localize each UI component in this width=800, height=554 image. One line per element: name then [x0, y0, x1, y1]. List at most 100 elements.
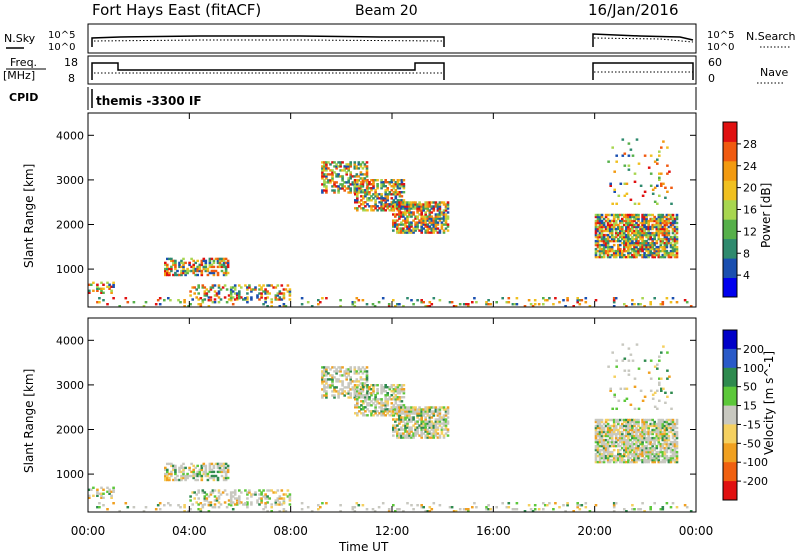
data-cell	[645, 424, 648, 428]
data-cell	[657, 229, 661, 233]
data-cell	[424, 422, 427, 425]
data-cell	[394, 390, 398, 393]
data-cell	[653, 430, 656, 434]
data-cell	[410, 223, 413, 226]
data-cell	[400, 426, 403, 429]
data-cell	[612, 420, 616, 424]
freq-panel: Freq. [MHz] 18 8 60 0 Nave	[3, 55, 788, 85]
data-cell	[663, 452, 667, 456]
data-cell	[406, 434, 409, 437]
data-cell	[649, 241, 652, 245]
data-cell	[602, 458, 606, 462]
data-cell	[410, 426, 413, 429]
data-cell	[647, 432, 650, 436]
data-cell	[392, 223, 395, 226]
data-cell	[442, 422, 446, 425]
data-cell	[282, 292, 286, 295]
data-cell	[270, 503, 273, 506]
data-cell	[246, 501, 249, 504]
data-cell	[398, 191, 402, 194]
data-cell	[362, 195, 365, 198]
data-cell	[645, 231, 648, 235]
data-cell	[629, 219, 632, 223]
data-cell	[611, 202, 614, 205]
data-cell	[430, 434, 434, 437]
data-cell	[177, 504, 180, 507]
data-cell	[219, 503, 223, 506]
data-cell	[235, 502, 239, 505]
data-cell	[671, 221, 675, 225]
data-cell	[625, 397, 629, 400]
data-cell	[641, 213, 644, 217]
data-cell	[637, 440, 640, 444]
data-cell	[370, 209, 373, 212]
data-cell	[629, 438, 632, 442]
data-cell	[635, 239, 638, 243]
data-cell	[398, 384, 402, 387]
data-cell	[390, 189, 394, 192]
data-cell	[321, 370, 324, 373]
data-cell	[668, 170, 671, 173]
data-cell	[631, 154, 635, 157]
data-cell	[651, 436, 654, 440]
data-cell	[653, 223, 656, 227]
data-cell	[633, 213, 636, 217]
data-cell	[446, 406, 450, 409]
data-cell	[671, 450, 675, 454]
data-cell	[408, 215, 411, 218]
data-cell	[623, 237, 626, 241]
data-cell	[166, 474, 169, 478]
data-cell	[651, 223, 654, 227]
data-cell	[647, 430, 650, 434]
data-cell	[355, 297, 359, 300]
data-cell	[617, 428, 620, 432]
data-cell	[420, 229, 423, 232]
data-cell	[390, 179, 394, 182]
data-cell	[190, 265, 193, 269]
data-cell	[112, 502, 115, 505]
data-cell	[637, 407, 641, 410]
data-cell	[653, 440, 656, 444]
data-cell	[112, 486, 115, 489]
data-cell	[353, 372, 357, 375]
data-cell	[392, 229, 395, 232]
data-cell	[398, 404, 402, 407]
data-cell	[661, 221, 665, 225]
data-cell	[659, 239, 663, 243]
data-cell	[106, 486, 109, 489]
data-cell	[430, 227, 434, 230]
data-cell	[398, 199, 402, 202]
data-cell	[174, 472, 177, 476]
data-cell	[398, 432, 401, 435]
data-cell	[325, 374, 328, 377]
data-cell	[659, 245, 663, 249]
data-cell	[656, 363, 659, 366]
data-cell	[414, 412, 417, 415]
data-cell	[106, 490, 109, 493]
data-cell	[649, 452, 652, 456]
data-cell	[635, 249, 638, 253]
data-cell	[208, 263, 212, 267]
data-cell	[158, 303, 162, 306]
data-cell	[402, 388, 406, 391]
data-cell	[420, 203, 423, 206]
data-cell	[210, 269, 214, 273]
data-cell	[633, 249, 636, 253]
data-cell	[182, 474, 185, 478]
data-cell	[382, 207, 385, 210]
data-cell	[430, 231, 434, 234]
data-cell	[406, 219, 409, 222]
data-cell	[208, 261, 212, 265]
data-cell	[649, 432, 652, 436]
data-cell	[662, 140, 665, 143]
data-cell	[426, 205, 430, 208]
data-cell	[627, 434, 630, 438]
data-cell	[288, 499, 292, 502]
data-cell	[436, 209, 440, 212]
data-cell	[675, 249, 679, 253]
data-cell	[617, 243, 620, 247]
data-cell	[665, 418, 669, 422]
data-cell	[440, 428, 444, 431]
data-cell	[188, 263, 191, 267]
data-cell	[428, 203, 432, 206]
